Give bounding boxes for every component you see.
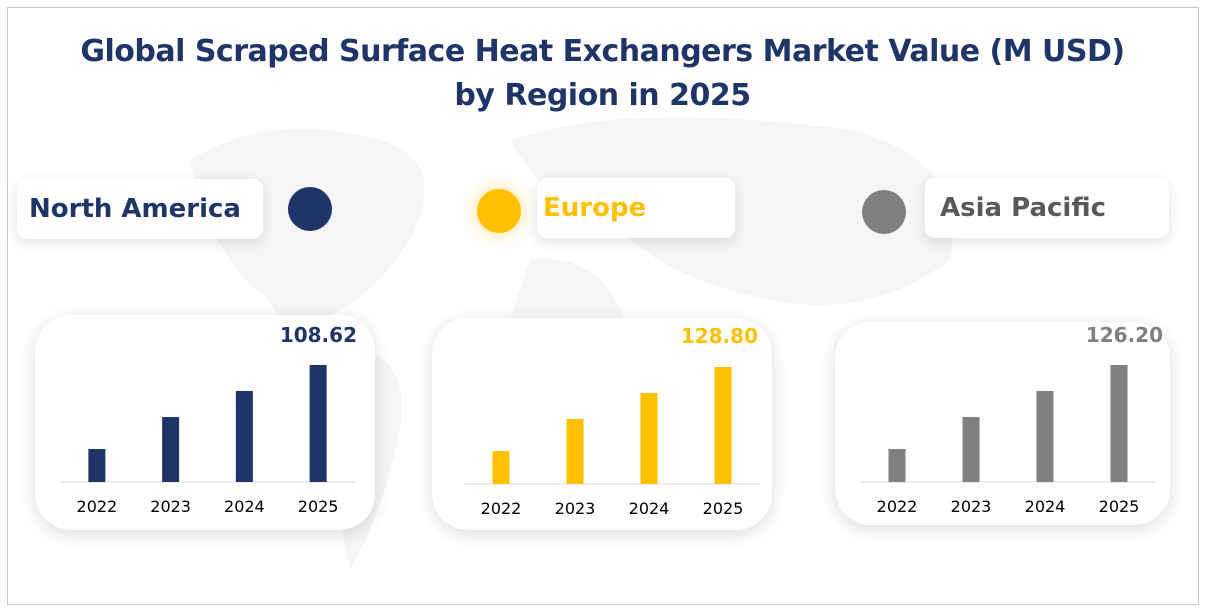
region-label-north-america: North America <box>17 179 263 239</box>
asia-pacific-marker-dot <box>862 190 906 234</box>
title-line-2: by Region in 2025 <box>454 78 751 113</box>
chart-title: Global Scraped Surface Heat Exchangers M… <box>0 30 1205 118</box>
x-tick-label: 2022 <box>877 497 918 516</box>
bar-2023 <box>566 418 584 484</box>
bar-2022 <box>88 449 106 482</box>
asia-pacific-bar-chart: 2022 2023 2024 2025 126.20 <box>860 323 1163 516</box>
region-label-europe: Europe <box>537 178 735 238</box>
x-tick-label: 2024 <box>629 499 670 518</box>
x-tick-label: 2024 <box>224 497 265 516</box>
x-tick-label: 2025 <box>703 499 744 518</box>
bar-2023 <box>962 417 980 482</box>
europe-bar-chart: 2022 2023 2024 2025 128.80 <box>464 324 760 518</box>
bar-2024 <box>640 392 658 484</box>
bar-2025 <box>714 367 732 484</box>
north-america-chart-card: 2022 2023 2024 2025 108.62 <box>35 315 375 530</box>
x-tick-label: 2023 <box>951 497 992 516</box>
data-label-2025: 128.80 <box>681 324 758 348</box>
x-tick-label: 2022 <box>77 497 118 516</box>
europe-marker-dot <box>477 189 521 233</box>
data-label-2025: 108.62 <box>280 323 357 347</box>
x-tick-label: 2023 <box>150 497 191 516</box>
bar-2024 <box>1036 390 1054 482</box>
x-tick-label: 2023 <box>555 499 596 518</box>
x-tick-label: 2024 <box>1025 497 1066 516</box>
bar-2022 <box>492 451 510 484</box>
region-label-asia-pacific: Asia Pacific <box>925 178 1169 238</box>
bar-2022 <box>888 448 906 482</box>
europe-chart-card: 2022 2023 2024 2025 128.80 <box>432 318 772 530</box>
bar-2025 <box>309 365 327 482</box>
north-america-marker-dot <box>288 187 332 231</box>
x-tick-label: 2022 <box>481 499 522 518</box>
data-label-2025: 126.20 <box>1086 323 1163 347</box>
x-tick-label: 2025 <box>298 497 339 516</box>
north-america-bar-chart: 2022 2023 2024 2025 108.62 <box>60 323 357 516</box>
asia-pacific-chart-card: 2022 2023 2024 2025 126.20 <box>835 322 1170 525</box>
title-line-1: Global Scraped Surface Heat Exchangers M… <box>80 34 1125 69</box>
bar-2023 <box>162 417 180 482</box>
bar-2024 <box>235 390 253 482</box>
bar-2025 <box>1110 365 1128 482</box>
x-tick-label: 2025 <box>1099 497 1140 516</box>
